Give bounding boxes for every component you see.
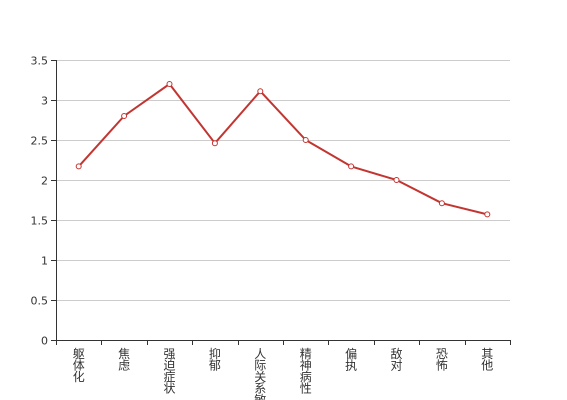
x-tick-label: 躯体化 xyxy=(73,346,85,384)
y-tick-label: 1 xyxy=(41,255,48,268)
y-tick-label: 3.5 xyxy=(31,55,49,68)
data-point xyxy=(348,163,355,170)
x-tick-label: 偏执 xyxy=(345,346,357,373)
x-tick-label: 其他 xyxy=(481,347,493,373)
data-point xyxy=(484,211,491,218)
data-point xyxy=(257,88,264,95)
x-tick-label: 敌对 xyxy=(390,346,402,373)
x-tick-label: 抑郁 xyxy=(209,346,221,373)
x-tick-label: 人际关系敏感 xyxy=(254,347,266,400)
data-point xyxy=(121,113,128,119)
y-tick-label: 1.5 xyxy=(31,215,49,228)
data-point xyxy=(211,140,218,147)
x-tick-label: 精神病性 xyxy=(300,347,312,396)
y-tick-label: 0.5 xyxy=(31,295,49,308)
grid-lines xyxy=(56,60,510,301)
data-point xyxy=(166,81,173,87)
x-tick-label: 焦虑 xyxy=(118,347,130,373)
data-point xyxy=(302,137,309,143)
data-point xyxy=(438,200,445,207)
x-tick-label: 强迫症状 xyxy=(163,347,175,396)
series-line xyxy=(77,83,488,216)
series-layer xyxy=(75,81,491,218)
y-tick-label: 2.5 xyxy=(31,135,49,148)
y-tick-label: 0 xyxy=(41,335,48,348)
y-tick-label: 3 xyxy=(41,95,48,108)
y-tick-label: 2 xyxy=(41,175,48,188)
x-tick-label: 恐怖 xyxy=(436,347,448,373)
axes xyxy=(51,60,511,345)
x-axis-tick-labels: 躯体化 焦虑 强迫症状 抑郁 人际关系敏感 精神病性 偏执 敌对 恐怖 其他 xyxy=(73,346,494,400)
data-point xyxy=(75,163,82,170)
y-axis-tick-labels: 0 0.5 1 1.5 2 2.5 3 3.5 xyxy=(31,55,49,348)
data-point xyxy=(393,177,400,183)
